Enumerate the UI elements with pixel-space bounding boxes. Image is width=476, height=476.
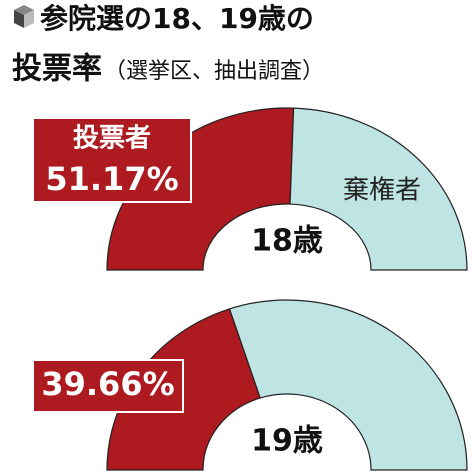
segment <box>228 299 468 471</box>
title: 参院選の18、19歳の <box>40 2 314 35</box>
label-box <box>32 359 184 413</box>
segment-label: 棄権者 <box>343 175 421 205</box>
value-label: 51.17% <box>45 160 178 198</box>
category-label: 投票者 <box>73 124 151 154</box>
note: （選挙区、抽出調査） <box>104 59 324 84</box>
chart-label: 18歳 <box>251 224 323 259</box>
cube-icon <box>14 5 34 28</box>
chart-label: 19歳 <box>251 424 323 459</box>
subtitle: 投票率 <box>12 52 102 87</box>
label-box <box>32 117 192 203</box>
value-label: 39.66% <box>41 365 174 403</box>
segment <box>289 107 468 271</box>
